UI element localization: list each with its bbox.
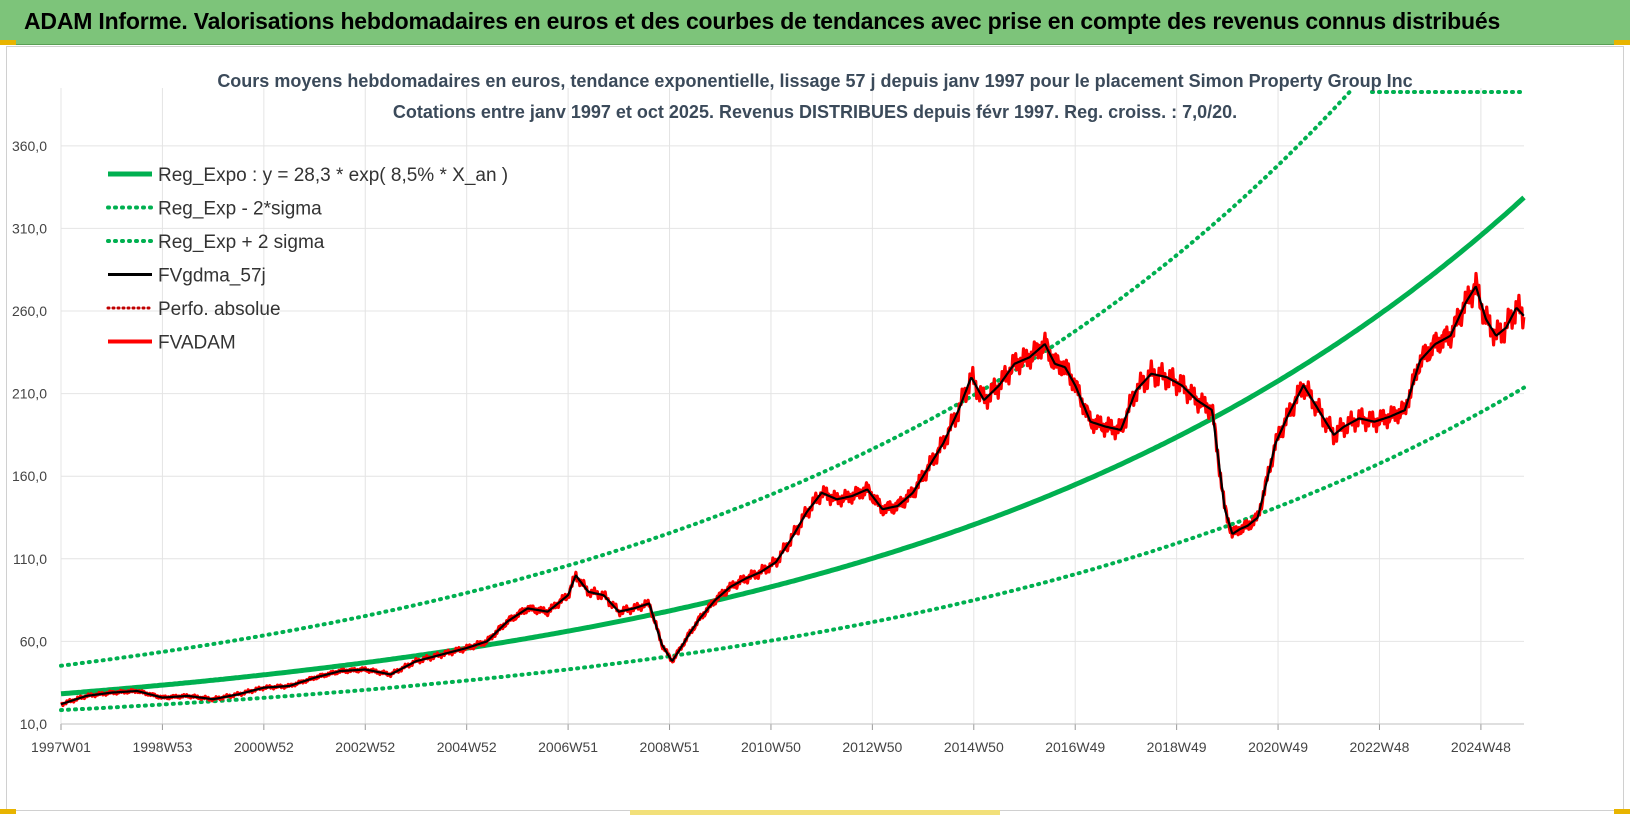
y-tick-label: 60,0 xyxy=(20,633,47,649)
x-tick-label: 2022W48 xyxy=(1350,739,1410,755)
x-tick-label: 2004W52 xyxy=(437,739,497,755)
chart-title-line-1: Cours moyens hebdomadaires en euros, ten… xyxy=(217,71,1412,91)
fvgdma-57j-line xyxy=(60,285,1525,706)
legend: Reg_Expo : y = 28,3 * exp( 8,5% * X_an )… xyxy=(106,165,508,354)
fvadam-line xyxy=(60,271,1526,708)
x-tick-label: 2024W48 xyxy=(1451,739,1511,755)
y-tick-label: 360,0 xyxy=(12,138,47,154)
axes: 10,0 60,0 110,0 160,0 210,0 260,0 310,0 360,0 19… xyxy=(12,138,1524,755)
legend-fvadam-label: FVADAM xyxy=(158,333,236,354)
x-tick-label: 2002W52 xyxy=(335,739,395,755)
corner-mark-right xyxy=(1614,40,1630,45)
series-layer xyxy=(59,87,1526,713)
banner-title: ADAM Informe. Valorisations hebdomadaire… xyxy=(24,8,1501,34)
legend-fvgdma-label: FVgdma_57j xyxy=(158,266,266,287)
chart-title-line-2: Cotations entre janv 1997 et oct 2025. R… xyxy=(393,102,1237,122)
bottom-mark-left xyxy=(0,809,16,814)
x-tick-label: 1997W01 xyxy=(31,739,91,755)
x-tick-label: 2014W50 xyxy=(944,739,1004,755)
x-tick-label: 2006W51 xyxy=(538,739,598,755)
legend-reg-exp-plus-label: Reg_Exp + 2 sigma xyxy=(158,232,325,253)
legend-reg-expo-label: Reg_Expo : y = 28,3 * exp( 8,5% * X_an ) xyxy=(158,165,508,186)
y-tick-label: 260,0 xyxy=(12,303,47,319)
x-tick-label: 1998W53 xyxy=(132,739,192,755)
bottom-mid-mark xyxy=(630,810,1000,815)
legend-reg-exp-minus-label: Reg_Exp - 2*sigma xyxy=(158,199,322,220)
x-tick-label: 2020W49 xyxy=(1248,739,1308,755)
reg-exp-minus-2sigma-line xyxy=(59,385,1526,713)
y-tick-label: 160,0 xyxy=(12,468,47,484)
y-tick-label: 110,0 xyxy=(13,551,47,567)
y-tick-label: 310,0 xyxy=(12,220,47,236)
x-tick-label: 2018W49 xyxy=(1147,739,1207,755)
reg-expo-line xyxy=(60,195,1526,697)
legend-perfo-label: Perfo. absolue xyxy=(158,299,281,320)
x-tick-label: 2010W50 xyxy=(741,739,801,755)
reg-exp-plus-2sigma-line xyxy=(59,87,1354,668)
y-tick-label: 210,0 xyxy=(12,386,47,402)
x-tick-label: 2008W51 xyxy=(640,739,700,755)
y-tick-label: 10,0 xyxy=(20,716,47,732)
corner-mark-left xyxy=(0,40,16,45)
x-tick-label: 2012W50 xyxy=(842,739,902,755)
bottom-mark-right xyxy=(1614,809,1630,814)
x-tick-label: 2016W49 xyxy=(1045,739,1105,755)
x-tick-label: 2000W52 xyxy=(234,739,294,755)
header-banner: ADAM Informe. Valorisations hebdomadaire… xyxy=(0,0,1630,45)
